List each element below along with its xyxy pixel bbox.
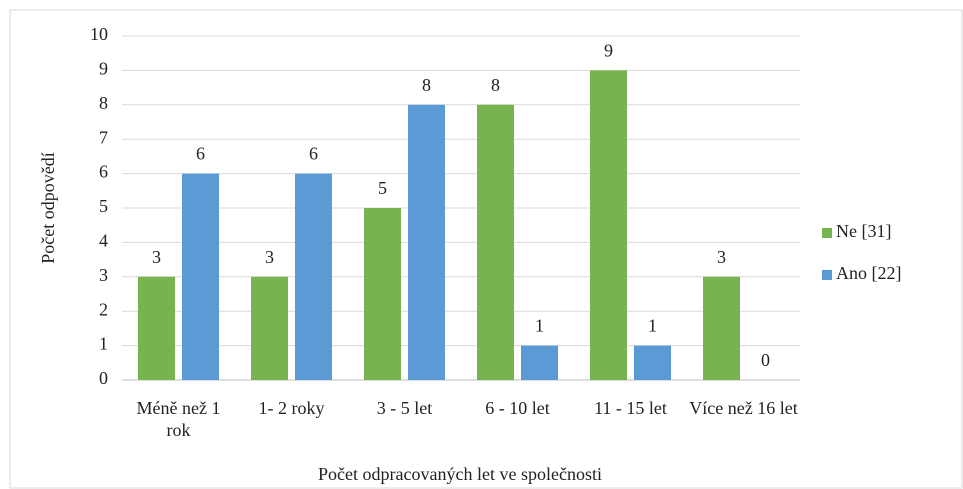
legend-swatch <box>822 228 832 238</box>
x-tick-label: Více než 16 let <box>689 398 798 418</box>
bar <box>477 104 514 381</box>
data-label: 1 <box>535 316 544 336</box>
y-tick-label: 6 <box>99 162 108 182</box>
y-tick-label: 8 <box>99 93 108 113</box>
legend-label: Ano [22] <box>836 263 902 283</box>
data-label: 8 <box>422 75 431 95</box>
y-tick-label: 2 <box>99 299 108 319</box>
y-tick-label: 9 <box>99 59 108 79</box>
data-label: 6 <box>309 144 318 164</box>
y-tick-label: 3 <box>99 265 108 285</box>
data-label: 8 <box>491 75 500 95</box>
bar <box>408 104 445 381</box>
bar <box>590 70 627 381</box>
x-tick-label: Méně než 1 rok <box>136 398 221 440</box>
legend-label: Ne [31] <box>836 221 891 241</box>
bar <box>295 173 332 380</box>
data-label: 0 <box>761 350 770 370</box>
y-tick-label: 4 <box>99 231 108 251</box>
data-label: 6 <box>196 144 205 164</box>
bar <box>634 345 671 380</box>
data-label: 5 <box>378 178 387 198</box>
y-tick-label: 0 <box>99 368 108 388</box>
data-label: 3 <box>717 247 726 267</box>
bar <box>182 173 219 380</box>
y-tick-label: 7 <box>99 127 108 147</box>
bar <box>521 345 558 380</box>
legend-swatch <box>822 270 832 280</box>
x-tick-label: 6 - 10 let <box>485 398 550 418</box>
data-label: 1 <box>648 316 657 336</box>
y-axis-title: Počet odpovědí <box>38 152 58 263</box>
y-tick-label: 1 <box>99 334 108 354</box>
y-tick-label: 10 <box>90 24 108 44</box>
bar <box>703 276 740 380</box>
x-tick-label: 1- 2 roky <box>258 398 325 418</box>
y-tick-label: 5 <box>99 196 108 216</box>
data-label: 3 <box>152 247 161 267</box>
data-label: 3 <box>265 247 274 267</box>
bar <box>251 276 288 380</box>
bar <box>138 276 175 380</box>
bar <box>364 208 401 380</box>
data-label: 9 <box>604 41 613 61</box>
x-tick-label: 11 - 15 let <box>594 398 667 418</box>
x-axis-title: Počet odpracovaných let ve společnosti <box>318 464 602 484</box>
x-tick-label: 3 - 5 let <box>376 398 433 418</box>
chart-border <box>9 9 963 489</box>
